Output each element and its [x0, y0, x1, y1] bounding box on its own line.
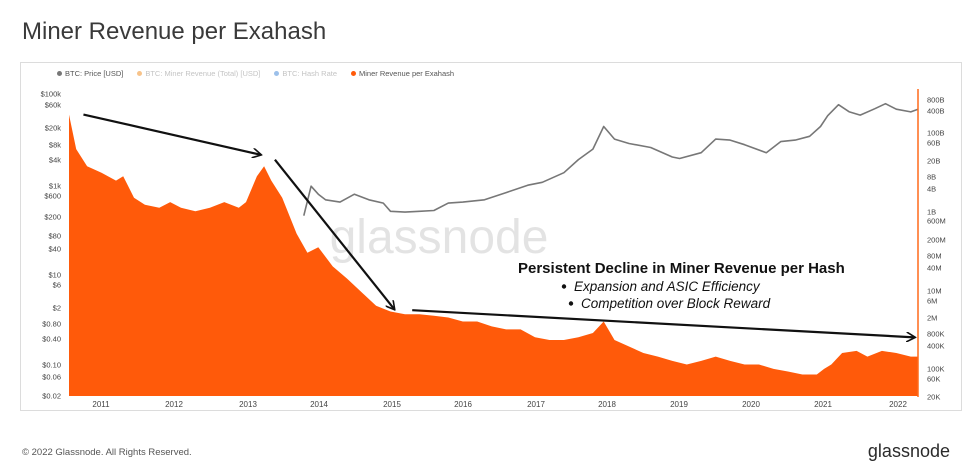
x-tick-label: 2020 [742, 400, 760, 409]
bullet-dot-icon [561, 284, 567, 289]
y-tick-label-left: $6 [53, 281, 61, 290]
y-tick-label-left: $0.06 [42, 373, 61, 382]
y-tick-label-right: 4B [927, 185, 936, 194]
y-tick-label-left: $1k [49, 182, 61, 191]
x-tick-label: 2011 [92, 400, 110, 409]
y-tick-label-left: $0.10 [42, 361, 61, 370]
y-tick-label-right: 80M [927, 252, 942, 261]
y-tick-label-left: $600 [44, 192, 61, 201]
y-tick-label-right: 60K [927, 375, 940, 384]
legend-item-hash-rate[interactable]: BTC: Hash Rate [274, 69, 337, 78]
legend-dot-icon [57, 71, 62, 76]
y-tick-label-right: 200M [927, 236, 946, 245]
x-tick-label: 2019 [670, 400, 688, 409]
x-tick-label: 2013 [239, 400, 257, 409]
annotation-heading: Persistent Decline in Miner Revenue per … [518, 260, 845, 277]
x-tick-label: 2014 [310, 400, 328, 409]
y-tick-label-right: 100K [927, 365, 945, 374]
btc-price-line [303, 102, 919, 216]
y-tick-label-right: 20B [927, 157, 940, 166]
y-tick-label-right: 400K [927, 342, 945, 351]
chart-card: BTC: Price [USD] BTC: Miner Revenue (Tot… [20, 62, 962, 411]
legend-dot-icon [351, 71, 356, 76]
y-tick-label-left: $200 [44, 213, 61, 222]
y-tick-label-right: 10M [927, 287, 942, 296]
annotation-bullet: Competition over Block Reward [581, 296, 771, 311]
glassnode-logo: glassnode [867, 441, 950, 461]
y-tick-label-left: $20k [45, 124, 62, 133]
x-tick-label: 2017 [527, 400, 545, 409]
x-tick-label: 2016 [454, 400, 472, 409]
legend-dot-icon [274, 71, 280, 76]
y-tick-label-right: 400B [927, 107, 945, 116]
x-tick-label: 2022 [889, 400, 907, 409]
y-tick-label-right: 6M [927, 297, 937, 306]
y-tick-label-right: 20K [927, 393, 940, 402]
x-tick-label: 2012 [165, 400, 183, 409]
trend-arrow [412, 309, 914, 337]
y-tick-label-right: 800B [927, 96, 945, 105]
x-tick-label: 2021 [814, 400, 832, 409]
y-tick-label-left: $100k [41, 90, 62, 99]
y-tick-label-left: $10 [48, 271, 61, 280]
y-tick-label-right: 8B [927, 173, 936, 182]
y-tick-label-left: $0.02 [42, 392, 61, 401]
legend-label: BTC: Price [USD] [65, 69, 124, 78]
y-tick-label-left: $40 [48, 245, 61, 254]
y-tick-label-left: $60k [45, 101, 62, 110]
y-tick-label-left: $8k [49, 141, 61, 150]
y-tick-label-right: 800K [927, 330, 945, 339]
trend-arrow [83, 113, 260, 155]
trend-arrow [274, 158, 394, 309]
y-tick-label-right: 600M [927, 217, 946, 226]
legend-item-btc-price[interactable]: BTC: Price [USD] [57, 69, 123, 78]
y-tick-label-right: 60B [927, 139, 940, 148]
x-tick-label: 2018 [598, 400, 616, 409]
x-tick-label: 2015 [383, 400, 401, 409]
chart-svg: glassnode $100k $60k $20k $8k $4k $1k$600 $200… [41, 89, 946, 409]
y-tick-label-right: 2M [927, 314, 937, 323]
miner-revenue-area [69, 114, 918, 396]
y-tick-label-right: 40M [927, 264, 942, 273]
copyright-text: © 2022 Glassnode. All Rights Reserved. [22, 447, 192, 458]
y-tick-label-right: 100B [927, 129, 945, 138]
chart-legend: BTC: Price [USD] BTC: Miner Revenue (Tot… [57, 69, 454, 78]
watermark-logo: glassnode [330, 211, 549, 264]
legend-label: Miner Revenue per Exahash [359, 69, 455, 78]
y-tick-label-left: $80 [48, 232, 61, 241]
y-tick-label-left: $0.40 [42, 335, 61, 344]
page-title: Miner Revenue per Exahash [22, 18, 327, 45]
bullet-dot-icon [568, 301, 574, 306]
legend-item-miner-revenue-total[interactable]: BTC: Miner Revenue (Total) [USD] [137, 69, 260, 78]
annotation-bullet: Expansion and ASIC Efficiency [574, 279, 761, 294]
legend-label: BTC: Hash Rate [282, 69, 337, 78]
y-tick-label-right: 1B [927, 208, 936, 217]
legend-item-revenue-per-exahash[interactable]: Miner Revenue per Exahash [351, 69, 454, 78]
y-tick-label-left: $0.80 [42, 320, 61, 329]
legend-dot-icon [137, 71, 143, 76]
y-tick-label-left: $2 [53, 304, 61, 313]
y-tick-label-left: $4k [49, 156, 61, 165]
legend-label: BTC: Miner Revenue (Total) [USD] [145, 69, 261, 78]
